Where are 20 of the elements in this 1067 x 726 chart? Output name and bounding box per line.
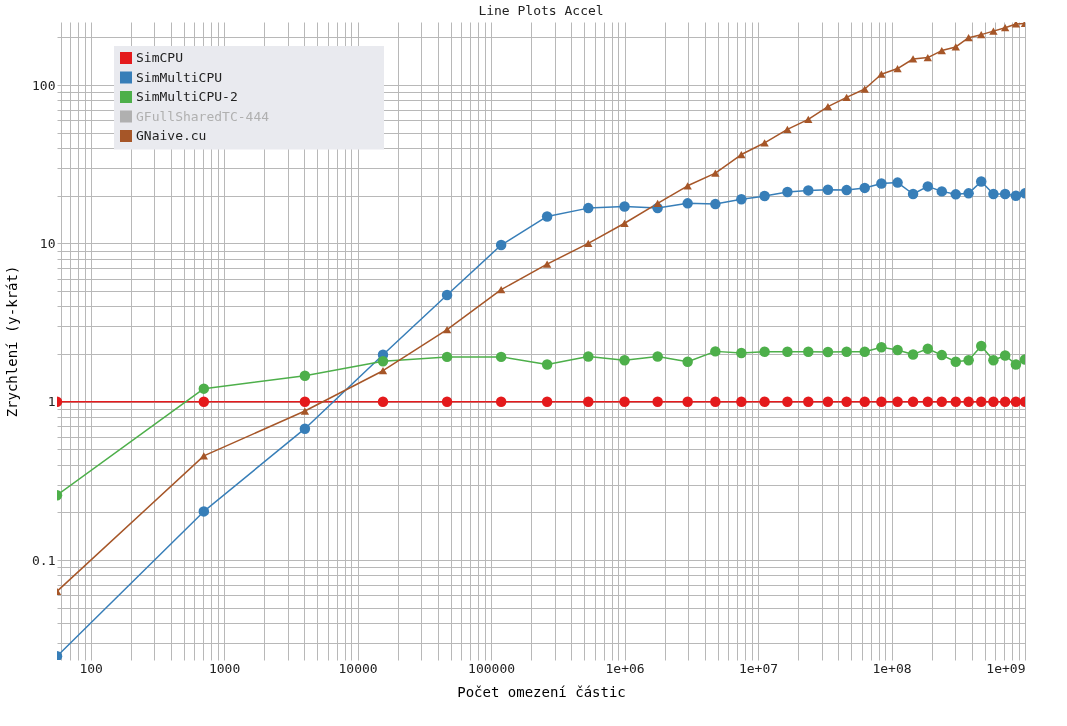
x-tick-label: 1e+09 [986,660,1026,676]
x-tick-label: 1e+07 [738,660,779,676]
x-axis-title: Počet omezení částic [457,683,626,700]
x-tick-label: 1e+06 [605,660,645,676]
y-tick-label: 1 [47,394,56,410]
chart-title: Line Plots Accel [478,3,604,18]
y-axis-title: Zrychlení (y-krát) [4,265,21,418]
legend-label: SimMultiCPU-2 [136,89,238,104]
y-tick-label: 10 [39,235,56,251]
y-tick-label: 0.1 [32,552,56,568]
legend-label: GNaive.cu [136,128,207,143]
x-tick-label: 1000 [208,660,241,676]
x-tick-label: 1e+08 [872,660,912,676]
x-tick-label: 100 [79,660,103,676]
legend-label: SimMultiCPU [136,69,223,85]
x-tick-label: 10000 [338,660,378,676]
legend-label: GFullSharedTC-444 [136,108,270,124]
y-tick-label: 100 [32,77,56,93]
legend-label: SimCPU [136,50,183,65]
x-tick-label: 100000 [468,660,516,676]
